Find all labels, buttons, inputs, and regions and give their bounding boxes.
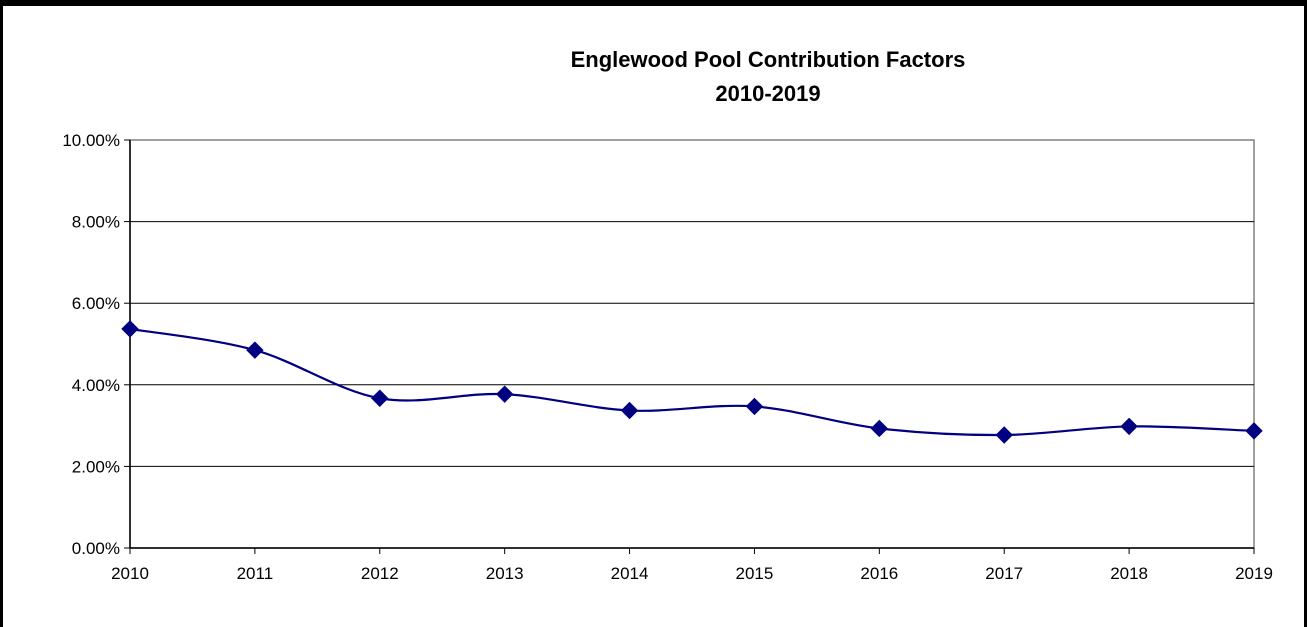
plot-area — [129, 139, 1255, 549]
x-tick-label: 2013 — [486, 564, 524, 583]
x-tick-label: 2011 — [237, 564, 274, 583]
data-point — [745, 397, 764, 416]
x-tick-label: 2010 — [111, 564, 149, 583]
data-point — [246, 341, 264, 359]
x-tick-label: 2019 — [1235, 564, 1273, 583]
y-tick-label: 2.00% — [72, 457, 120, 476]
data-point — [870, 419, 889, 438]
y-tick-label: 6.00% — [72, 294, 120, 313]
y-tick-label: 0.00% — [72, 539, 120, 558]
x-tick-label: 2014 — [611, 564, 649, 583]
data-point — [995, 426, 1013, 444]
y-tick-label: 10.00% — [62, 131, 120, 150]
chart-title: Englewood Pool Contribution Factors — [571, 47, 966, 72]
x-tick-label: 2018 — [1110, 564, 1148, 583]
y-tick-label: 8.00% — [72, 213, 120, 232]
data-point — [1120, 417, 1138, 436]
x-tick-label: 2016 — [860, 564, 898, 583]
x-tick-label: 2015 — [736, 564, 774, 583]
chart-subtitle: 2010-2019 — [715, 81, 820, 106]
x-tick-label: 2012 — [361, 564, 399, 583]
data-point — [1245, 422, 1263, 440]
y-tick-label: 4.00% — [72, 376, 120, 395]
series-line — [129, 327, 1255, 437]
data-point — [495, 385, 514, 403]
data-point — [121, 320, 139, 338]
data-point — [371, 389, 389, 407]
x-tick-label: 2017 — [985, 564, 1023, 583]
data-point — [620, 401, 639, 420]
